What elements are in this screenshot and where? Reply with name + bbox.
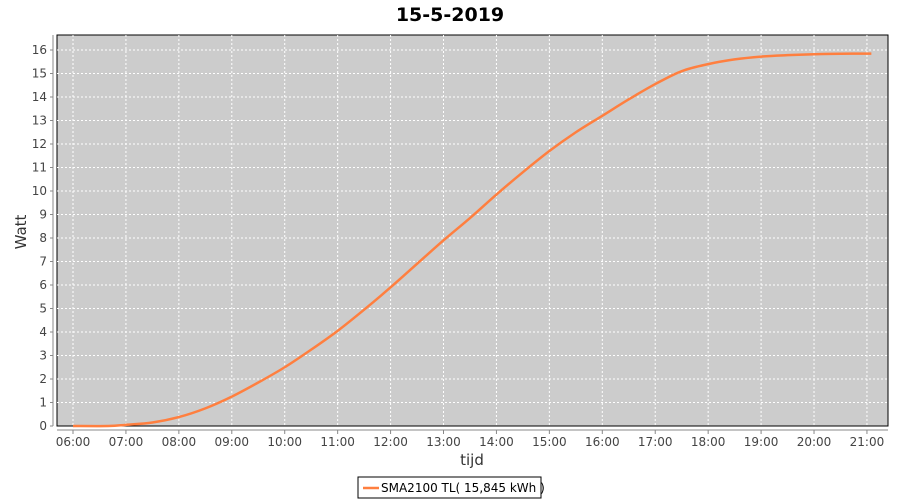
x-tick-label: 15:00 (532, 435, 567, 449)
y-tick-label: 7 (39, 255, 47, 269)
y-tick-label: 14 (32, 90, 47, 104)
x-tick-label: 20:00 (797, 435, 832, 449)
y-tick-label: 15 (32, 67, 47, 81)
series-line (72, 52, 872, 428)
x-tick-label: 17:00 (638, 435, 673, 449)
x-tick-label: 11:00 (320, 435, 355, 449)
legend-box (357, 476, 542, 499)
x-tick-label: 13:00 (426, 435, 461, 449)
legend-label: SMA2100 TL( 15,845 kWh ) (381, 481, 545, 495)
x-tick-label: 14:00 (479, 435, 514, 449)
y-tick-label: 11 (32, 161, 47, 175)
x-tick-label: 07:00 (109, 435, 144, 449)
y-tick-label: 8 (39, 231, 47, 245)
x-tick-label: 21:00 (850, 435, 885, 449)
y-tick-label: 2 (39, 372, 47, 386)
x-tick-label: 12:00 (373, 435, 408, 449)
chart-title: 15-5-2019 (396, 4, 504, 26)
y-tick-label: 10 (32, 184, 47, 198)
y-tick-label: 1 (39, 396, 47, 410)
x-tick-label: 09:00 (214, 435, 249, 449)
y-tick-label: 16 (32, 43, 47, 57)
x-tick-label: 10:00 (267, 435, 302, 449)
y-tick-label: 5 (39, 302, 47, 316)
y-axis-label: Watt (12, 214, 30, 249)
x-tick-label: 06:00 (56, 435, 91, 449)
y-tick-label: 9 (39, 208, 47, 222)
y-tick-label: 6 (39, 278, 47, 292)
x-tick-label: 19:00 (744, 435, 779, 449)
y-tick-label: 4 (39, 325, 47, 339)
x-axis-label: tijd (460, 451, 484, 469)
legend: SMA2100 TL( 15,845 kWh ) (357, 476, 545, 499)
x-tick-label: 08:00 (162, 435, 197, 449)
x-tick-label: 16:00 (585, 435, 620, 449)
y-tick-label: 0 (39, 419, 47, 433)
grid (57, 35, 888, 426)
x-tick-label: 18:00 (691, 435, 726, 449)
y-tick-label: 12 (32, 137, 47, 151)
y-tick-label: 3 (39, 349, 47, 363)
x-axis: 06:00 07:00 08:00 09:00 10:00 11:00 12:00 13:00… (56, 429, 888, 449)
plot-area (56, 34, 889, 427)
y-tick-label: 13 (32, 114, 47, 128)
